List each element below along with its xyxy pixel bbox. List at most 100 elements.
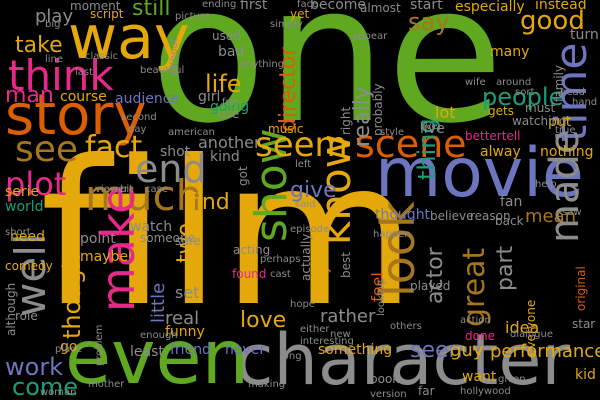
- cloud-word: short: [5, 227, 31, 238]
- cloud-word: head: [560, 87, 585, 98]
- cloud-word: watching: [512, 114, 567, 128]
- cloud-word: put: [548, 114, 572, 130]
- cloud-word: first: [240, 0, 268, 13]
- cloud-word: gets: [488, 104, 514, 118]
- cloud-word: actually: [299, 233, 313, 281]
- cloud-word: love: [240, 308, 287, 333]
- cloud-word: watch: [130, 219, 173, 235]
- cloud-word: woman: [40, 387, 77, 398]
- cloud-word: funny: [165, 324, 205, 340]
- cloud-word: line: [45, 54, 64, 65]
- cloud-word: book: [370, 372, 400, 386]
- cloud-word: place: [55, 344, 82, 355]
- cloud-word: idea: [505, 318, 540, 337]
- cloud-word: style: [380, 127, 404, 138]
- cloud-word: actor: [423, 247, 448, 304]
- cloud-word: got: [236, 166, 250, 186]
- cloud-word: perhaps: [260, 254, 301, 265]
- cloud-word: happen: [373, 229, 411, 240]
- cloud-word: something: [318, 342, 393, 358]
- cloud-word: hollywood: [460, 386, 511, 397]
- cloud-word: everyone: [524, 299, 538, 356]
- cloud-word: way: [68, 3, 190, 73]
- cloud-word: done: [465, 329, 495, 343]
- cloud-word: role: [15, 309, 38, 323]
- cloud-word: live: [420, 121, 438, 132]
- cloud-word: must: [525, 101, 556, 115]
- cloud-word: maybe: [80, 249, 129, 265]
- cloud-word: true: [555, 125, 576, 136]
- cloud-word: man: [5, 83, 54, 108]
- cloud-word: hope: [290, 299, 315, 310]
- cloud-word: far: [418, 384, 435, 398]
- cloud-word: new: [330, 329, 351, 340]
- cloud-word: start: [410, 0, 443, 13]
- cloud-word: ending: [202, 0, 237, 10]
- cloud-word: audience: [115, 91, 180, 107]
- cloud-word: back: [495, 214, 524, 228]
- cloud-word: even: [65, 313, 250, 400]
- cloud-word: big: [45, 19, 61, 30]
- cloud-word: never: [225, 342, 266, 358]
- cloud-word: simply: [270, 19, 303, 30]
- cloud-word: give: [290, 178, 337, 203]
- cloud-word: given: [498, 374, 526, 385]
- cloud-word: nothing: [540, 144, 594, 160]
- cloud-word: good: [520, 6, 585, 36]
- cloud-word: face: [297, 0, 319, 10]
- cloud-word: problem: [94, 324, 105, 366]
- cloud-word: fan: [500, 194, 523, 210]
- cloud-word: best: [339, 252, 353, 278]
- cloud-word: one: [150, 0, 504, 165]
- cloud-word: character: [235, 319, 571, 400]
- cloud-word: become: [310, 0, 367, 13]
- cloud-word: come: [12, 373, 79, 400]
- cloud-word: long: [280, 351, 302, 362]
- cloud-word: believe: [430, 209, 474, 223]
- cloud-word: real: [165, 308, 200, 329]
- cloud-word: mean: [525, 206, 577, 227]
- cloud-word: take: [15, 33, 63, 58]
- cloud-word: sure: [175, 234, 201, 248]
- cloud-word: rather: [320, 306, 376, 327]
- cloud-word: script: [90, 7, 124, 21]
- cloud-word: say: [408, 8, 450, 36]
- cloud-word: right: [339, 106, 353, 135]
- cloud-word: sort: [515, 87, 535, 98]
- cloud-word: yet: [290, 7, 310, 21]
- cloud-word: music: [268, 122, 304, 136]
- cloud-word: work: [5, 353, 64, 381]
- cloud-word: girl: [198, 89, 221, 105]
- cloud-word: life: [205, 70, 242, 98]
- cloud-word: world: [5, 199, 44, 215]
- cloud-word: set: [175, 283, 200, 302]
- cloud-word: classic: [85, 51, 119, 62]
- cloud-word: original: [574, 266, 588, 311]
- cloud-word: fact: [85, 130, 143, 165]
- cloud-word: everything: [317, 235, 331, 300]
- cloud-word: american: [168, 127, 215, 138]
- cloud-word: second: [121, 112, 157, 123]
- cloud-word: reason: [470, 209, 511, 223]
- cloud-word: without: [169, 38, 180, 76]
- cloud-word: people: [482, 83, 564, 111]
- cloud-word: serie: [5, 184, 40, 200]
- cloud-word: others: [390, 321, 422, 332]
- cloud-word: bettertell: [465, 129, 521, 143]
- cloud-word: movie: [375, 134, 584, 213]
- cloud-word: live: [420, 121, 445, 137]
- cloud-word: looking: [376, 279, 387, 316]
- cloud-word: fun: [222, 97, 239, 108]
- cloud-word: especially: [455, 0, 525, 15]
- cloud-word: comedy: [5, 259, 53, 273]
- cloud-word: around: [496, 77, 532, 88]
- cloud-word: go: [60, 339, 78, 355]
- cloud-word: use: [218, 107, 240, 121]
- cloud-word: want: [462, 369, 497, 385]
- cloud-word: played: [410, 279, 451, 293]
- cloud-word: either: [300, 324, 330, 335]
- cloud-word: scene: [355, 122, 467, 166]
- cloud-word: found: [232, 267, 267, 281]
- cloud-word: saw: [562, 207, 582, 218]
